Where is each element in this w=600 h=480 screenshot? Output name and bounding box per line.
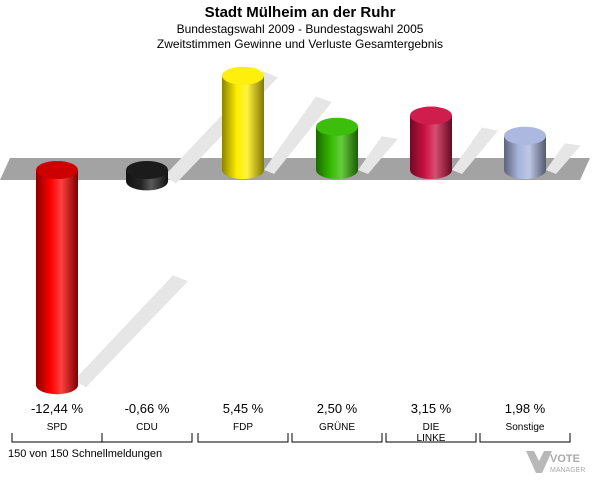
value-label: 3,15 % bbox=[411, 401, 452, 416]
category-label: LINKE bbox=[417, 433, 446, 444]
bar-shadow bbox=[452, 127, 498, 174]
votemanager-logo: VOTE MANAGER bbox=[526, 451, 585, 474]
category-bracket bbox=[197, 433, 289, 443]
logo-manager: MANAGER bbox=[550, 467, 585, 474]
value-label: 2,50 % bbox=[317, 401, 358, 416]
bar-top bbox=[36, 161, 78, 179]
chart-subtitle: Bundestagswahl 2009 - Bundestagswahl 200… bbox=[176, 22, 424, 36]
chart-subtitle-2: Zweitstimmen Gewinne und Verluste Gesamt… bbox=[156, 37, 444, 51]
category-bracket bbox=[385, 433, 477, 443]
bar-top bbox=[126, 161, 168, 179]
category-label: SPD bbox=[47, 422, 68, 433]
bar-grüne bbox=[316, 126, 358, 179]
category-label: DIE bbox=[423, 422, 440, 433]
value-label: 1,98 % bbox=[505, 401, 546, 416]
value-label: -0,66 % bbox=[125, 401, 170, 416]
value-label: 5,45 % bbox=[223, 401, 264, 416]
bar-fdp bbox=[222, 75, 264, 179]
category-label: GRÜNE bbox=[319, 421, 355, 433]
category-bracket bbox=[101, 433, 193, 443]
zero-baseline-plane bbox=[0, 158, 590, 180]
bar-shadow bbox=[358, 136, 398, 174]
bar-top bbox=[504, 126, 546, 145]
bar-shadow bbox=[546, 143, 581, 174]
footer-text: 150 von 150 Schnellmeldungen bbox=[8, 448, 163, 460]
category-bracket bbox=[11, 433, 103, 443]
category-bracket bbox=[479, 433, 571, 443]
category-label: FDP bbox=[233, 422, 253, 433]
bar-shadow bbox=[74, 275, 188, 388]
bar-spd bbox=[36, 170, 78, 395]
chart-title: Stadt Mülheim an der Ruhr bbox=[204, 4, 396, 21]
logo-vote: VOTE bbox=[550, 453, 580, 465]
bar-sonstige bbox=[504, 135, 546, 179]
category-label: Sonstige bbox=[506, 422, 545, 433]
bar-top bbox=[316, 117, 358, 136]
bar-shadow bbox=[264, 96, 332, 174]
category-bracket bbox=[291, 433, 383, 443]
value-label: -12,44 % bbox=[31, 401, 83, 416]
bar-top bbox=[222, 66, 264, 85]
bar-top bbox=[410, 106, 452, 125]
bar-die-linke bbox=[410, 115, 452, 179]
category-label: CDU bbox=[136, 422, 158, 433]
